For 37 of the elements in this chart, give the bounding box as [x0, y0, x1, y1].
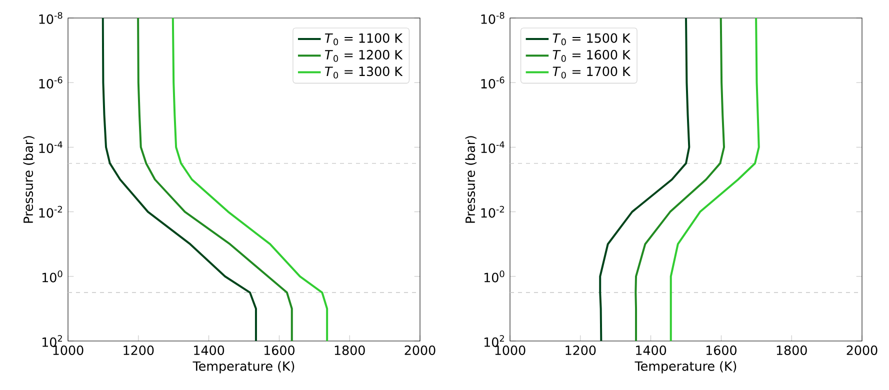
y-tick-label: 10$^{-4}$	[481, 141, 504, 154]
x-tick-label: 1800	[334, 345, 365, 356]
y-tick-label: 10$^{2}$	[484, 335, 504, 347]
x-tick-label: 1600	[706, 345, 736, 356]
x-tick-label: 2000	[846, 345, 878, 356]
x-tick-label: 2000	[404, 345, 436, 356]
x-tick-label: 1400	[636, 345, 666, 356]
y-tick-label: 10$^{-6}$	[481, 76, 504, 89]
x-tick-label: 1800	[776, 345, 807, 356]
y-tick-label: 10$^{0}$	[484, 270, 504, 282]
y-tick-label: 10$^{-4}$	[39, 141, 62, 154]
y-tick-label: 10$^{2}$	[42, 335, 62, 347]
y-tick-label: 10$^{-2}$	[39, 206, 62, 218]
x-axis-title: Temperature (K)	[634, 361, 736, 374]
legend-label: T$_{0}$ = 1700 K	[552, 66, 631, 79]
y-tick-label: 10$^{-8}$	[39, 12, 62, 24]
x-tick-label: 1000	[495, 345, 526, 356]
line-series	[102, 18, 257, 341]
y-tick-label: 10$^{-6}$	[39, 76, 62, 89]
y-axis-title: Pressure (bar)	[23, 136, 35, 223]
x-axis-title: Temperature (K)	[192, 361, 294, 374]
legend-label: T$_{0}$ = 1300 K	[324, 66, 403, 79]
line-series	[137, 18, 293, 341]
legend-label: T$_{0}$ = 1500 K	[552, 33, 631, 46]
y-axis-title: Pressure (bar)	[465, 136, 477, 223]
x-tick-label: 1000	[53, 345, 84, 356]
x-tick-label: 1200	[566, 345, 596, 356]
y-tick-label: 10$^{-2}$	[481, 206, 504, 218]
x-tick-label: 1600	[264, 345, 294, 356]
legend-label: T$_{0}$ = 1600 K	[552, 50, 631, 62]
x-tick-label: 1200	[124, 345, 154, 356]
y-tick-label: 10$^{-8}$	[481, 12, 504, 24]
x-tick-label: 1400	[194, 345, 224, 356]
legend-label: T$_{0}$ = 1200 K	[324, 50, 403, 62]
legend-label: T$_{0}$ = 1100 K	[324, 33, 403, 46]
y-tick-label: 10$^{0}$	[42, 270, 62, 282]
line-series	[634, 18, 726, 341]
